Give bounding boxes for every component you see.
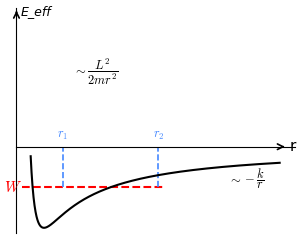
- Text: $r_1$: $r_1$: [57, 129, 68, 142]
- Text: $r_2$: $r_2$: [153, 129, 164, 142]
- Text: $W$: $W$: [4, 180, 22, 195]
- Text: $\sim -\dfrac{k}{r}$: $\sim -\dfrac{k}{r}$: [228, 167, 265, 191]
- Text: E_eff: E_eff: [20, 4, 51, 17]
- Text: r: r: [290, 139, 296, 154]
- Text: $\sim \dfrac{L^2}{2mr^2}$: $\sim \dfrac{L^2}{2mr^2}$: [73, 57, 118, 87]
